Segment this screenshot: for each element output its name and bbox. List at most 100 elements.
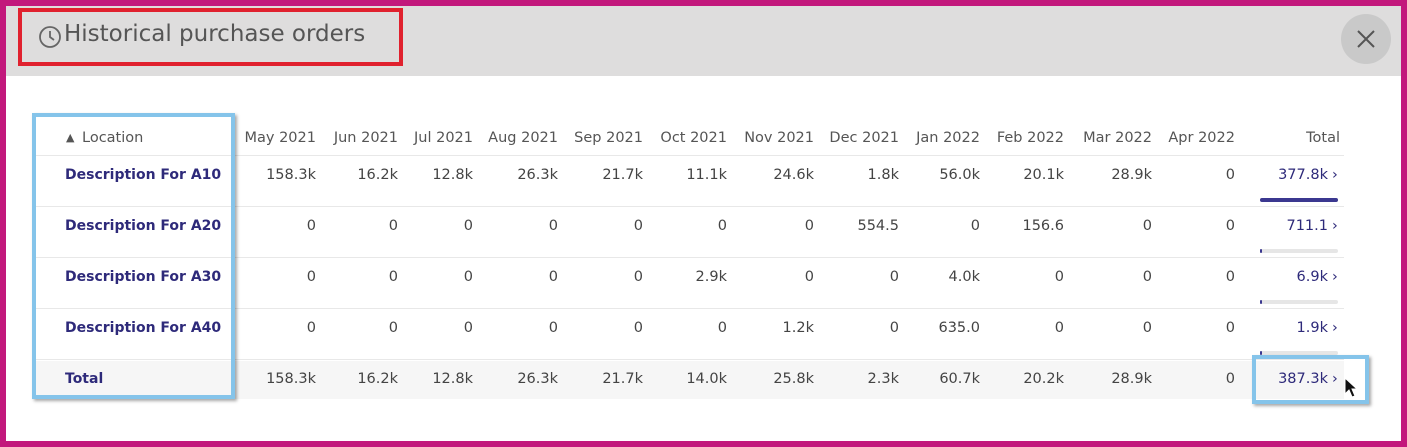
cell-value: 0 xyxy=(889,269,899,285)
row-label: Description For A40 xyxy=(65,320,222,336)
cell-value: 0 xyxy=(306,320,316,336)
cell-value: 0 xyxy=(804,218,814,234)
cell-value: 21.7k xyxy=(602,167,643,183)
close-button[interactable] xyxy=(1341,14,1391,64)
column-header: Mar 2022 xyxy=(1083,130,1152,146)
cell-value: 0 xyxy=(804,269,814,285)
cell-value: 156.6 xyxy=(1022,218,1064,234)
cell-value: 0 xyxy=(889,320,899,336)
cell-value: 0 xyxy=(1225,320,1235,336)
cell-value: 0 xyxy=(1142,269,1152,285)
cell-value: 0 xyxy=(306,218,316,234)
cell-value: 1.2k xyxy=(782,320,814,336)
cell-value: 0 xyxy=(1142,218,1152,234)
cell-value: 0 xyxy=(548,218,558,234)
row-separator xyxy=(34,359,1344,360)
cell-value: 0 xyxy=(1225,269,1235,285)
cell-value: 12.8k xyxy=(432,167,473,183)
column-header: Total xyxy=(1306,130,1340,146)
cell-value: 24.6k xyxy=(773,167,814,183)
cell-value: 635.0 xyxy=(938,320,980,336)
cursor xyxy=(1344,377,1359,398)
chevron: › xyxy=(1332,218,1338,234)
cell-value: 0 xyxy=(633,218,643,234)
highlight-box xyxy=(1252,355,1369,404)
row-total-link[interactable]: 711.1 xyxy=(1286,218,1328,234)
cell-value: 16.2k xyxy=(357,167,398,183)
cell-value: 0 xyxy=(463,320,473,336)
cell-value: 2.3k xyxy=(867,371,899,387)
row-separator xyxy=(34,155,1344,156)
cell-value: 0 xyxy=(388,218,398,234)
cell-value: 0 xyxy=(548,269,558,285)
column-header: Nov 2021 xyxy=(744,130,814,146)
dialog-title: Historical purchase orders xyxy=(64,21,366,47)
column-header: Jul 2021 xyxy=(413,130,473,146)
cell-value: 25.8k xyxy=(773,371,814,387)
cell-value: 11.1k xyxy=(686,167,727,183)
column-header: Location xyxy=(82,130,144,146)
row-separator xyxy=(34,308,1344,309)
progress-fill xyxy=(1260,351,1262,355)
cell-value: 20.2k xyxy=(1023,371,1064,387)
total-label: Total xyxy=(65,371,104,387)
cell-value: 158.3k xyxy=(266,371,316,387)
cell-value: 554.5 xyxy=(857,218,899,234)
column-header: Feb 2022 xyxy=(996,130,1064,146)
column-header: Jun 2021 xyxy=(333,130,398,146)
cell-value: 4.0k xyxy=(948,269,980,285)
cell-value: 14.0k xyxy=(686,371,727,387)
row-total-link[interactable]: 6.9k xyxy=(1296,269,1328,285)
column-header: Dec 2021 xyxy=(829,130,899,146)
cell-value: 28.9k xyxy=(1111,371,1152,387)
progress-track xyxy=(1260,351,1338,355)
cell-value: 0 xyxy=(1225,167,1235,183)
row-separator xyxy=(34,206,1344,207)
column-header: Apr 2022 xyxy=(1168,130,1235,146)
cell-value: 0 xyxy=(388,320,398,336)
progress-track xyxy=(1260,300,1338,304)
cell-value: 0 xyxy=(1054,269,1064,285)
column-header: May 2021 xyxy=(244,130,317,146)
cell-value: 0 xyxy=(1225,371,1235,387)
progress-track xyxy=(1260,198,1338,202)
dialog-header: Historical purchase orders xyxy=(6,6,1401,76)
column-header: Jan 2022 xyxy=(916,130,980,146)
row-total-link[interactable]: 377.8k xyxy=(1278,167,1328,183)
row-separator xyxy=(34,257,1344,258)
cell-value: 56.0k xyxy=(939,167,980,183)
row-total-link[interactable]: 1.9k xyxy=(1296,320,1328,336)
chevron: › xyxy=(1332,320,1338,336)
cell-value: 0 xyxy=(970,218,980,234)
cell-value: 28.9k xyxy=(1111,167,1152,183)
row-label: Description For A20 xyxy=(65,218,222,234)
cell-value: 0 xyxy=(388,269,398,285)
cell-value: 0 xyxy=(1142,320,1152,336)
cell-value: 2.9k xyxy=(695,269,727,285)
progress-fill xyxy=(1260,249,1262,253)
highlight-box xyxy=(18,8,403,66)
clock-icon xyxy=(39,26,61,48)
chevron: › xyxy=(1332,371,1338,387)
cell-value: 0 xyxy=(633,320,643,336)
cell-value: 0 xyxy=(633,269,643,285)
column-header: Aug 2021 xyxy=(488,130,558,146)
cell-value: 0 xyxy=(463,218,473,234)
progress-fill xyxy=(1260,198,1338,202)
cell-value: 158.3k xyxy=(266,167,316,183)
cell-value: 0 xyxy=(1225,218,1235,234)
cell-value: 0 xyxy=(717,320,727,336)
cell-value: 21.7k xyxy=(602,371,643,387)
row-label: Description For A10 xyxy=(65,167,222,183)
cell-value: 0 xyxy=(1054,320,1064,336)
chevron: › xyxy=(1332,167,1338,183)
sort-icon: ▲ xyxy=(66,131,75,144)
cell-value: 26.3k xyxy=(517,371,558,387)
cell-value: 0 xyxy=(306,269,316,285)
column-header: Oct 2021 xyxy=(660,130,727,146)
cell-value: 60.7k xyxy=(939,371,980,387)
total-row-bg xyxy=(34,361,1344,399)
progress-fill xyxy=(1260,300,1262,304)
row-total-link[interactable]: 387.3k xyxy=(1278,371,1328,387)
